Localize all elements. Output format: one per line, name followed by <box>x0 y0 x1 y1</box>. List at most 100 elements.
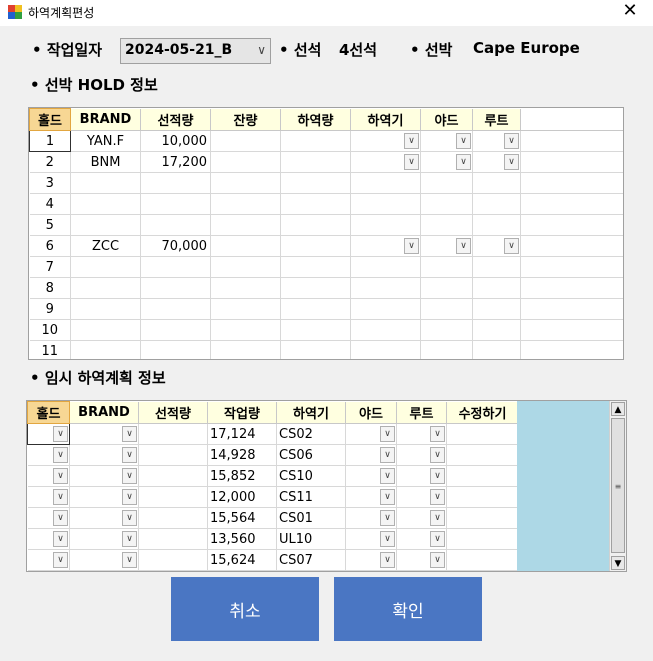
cell-hold[interactable]: 11 <box>29 340 71 359</box>
chevron-down-icon[interactable]: ∨ <box>122 489 137 505</box>
cell-route-select[interactable]: ∨ <box>396 465 447 487</box>
chevron-down-icon[interactable]: ∨ <box>380 489 395 505</box>
column-header-unloader[interactable]: 하역기 <box>276 401 346 424</box>
cell-edit[interactable] <box>446 528 519 550</box>
table-row[interactable]: ∨ ∨ 17,124 CS02 ∨ ∨ <box>27 423 519 445</box>
cell-edit[interactable] <box>446 465 519 487</box>
chevron-down-icon[interactable]: ∨ <box>430 531 445 547</box>
cell-unload-qty[interactable] <box>280 340 351 359</box>
cell-yard[interactable] <box>420 277 473 299</box>
cell-unloader[interactable]: CS10 <box>276 465 346 487</box>
cell-hold-select[interactable]: ∨ <box>27 528 70 550</box>
chevron-down-icon[interactable]: ∨ <box>404 238 419 254</box>
work-date-select[interactable]: 2024-05-21_B ∨ <box>120 38 271 64</box>
confirm-button[interactable]: 확인 <box>334 577 482 641</box>
cell-yard[interactable] <box>420 193 473 215</box>
cell-unloader[interactable] <box>350 298 421 320</box>
cell-yard[interactable] <box>420 214 473 236</box>
table-row[interactable]: 9 <box>29 298 623 320</box>
cell-hold[interactable]: 1 <box>29 130 71 152</box>
cell-loaded-qty[interactable] <box>138 528 208 550</box>
table-row[interactable]: 4 <box>29 193 623 215</box>
cell-remaining[interactable] <box>210 130 281 152</box>
chevron-down-icon[interactable]: ∨ <box>430 510 445 526</box>
cell-route[interactable]: ∨ <box>472 235 521 257</box>
cell-yard-select[interactable]: ∨ <box>345 549 397 571</box>
cell-edit[interactable] <box>446 507 519 529</box>
cell-remaining[interactable] <box>210 214 281 236</box>
chevron-down-icon[interactable]: ∨ <box>53 426 68 442</box>
chevron-down-icon[interactable]: ∨ <box>456 154 471 170</box>
cell-hold[interactable]: 7 <box>29 256 71 278</box>
chevron-down-icon[interactable]: ∨ <box>430 489 445 505</box>
cell-unloader[interactable] <box>350 172 421 194</box>
chevron-down-icon[interactable]: ∨ <box>404 154 419 170</box>
cell-unloader[interactable] <box>350 256 421 278</box>
cell-route[interactable]: ∨ <box>472 151 521 173</box>
cell-loaded-qty[interactable] <box>140 256 211 278</box>
cell-yard[interactable] <box>420 298 473 320</box>
table-row[interactable]: 3 <box>29 172 623 194</box>
chevron-down-icon[interactable]: ∨ <box>53 447 68 463</box>
cell-work-qty[interactable]: 13,560 <box>207 528 277 550</box>
cell-edit[interactable] <box>446 423 519 445</box>
chevron-down-icon[interactable]: ∨ <box>53 489 68 505</box>
cell-hold-select[interactable]: ∨ <box>27 486 70 508</box>
cell-loaded-qty[interactable] <box>138 423 208 445</box>
cell-yard-select[interactable]: ∨ <box>345 444 397 466</box>
column-header-unloader[interactable]: 하역기 <box>350 108 421 131</box>
cell-unloader[interactable]: CS02 <box>276 423 346 445</box>
cell-work-qty[interactable]: 14,928 <box>207 444 277 466</box>
column-header-work-qty[interactable]: 작업량 <box>207 401 277 424</box>
chevron-down-icon[interactable]: ∨ <box>122 552 137 568</box>
cell-unload-qty[interactable] <box>280 214 351 236</box>
chevron-down-icon[interactable]: ∨ <box>430 468 445 484</box>
table-row[interactable]: 7 <box>29 256 623 278</box>
table-row[interactable]: ∨ ∨ 12,000 CS11 ∨ ∨ <box>27 486 519 508</box>
table-row[interactable]: 10 <box>29 319 623 341</box>
table-row[interactable]: 5 <box>29 214 623 236</box>
column-header-route[interactable]: 루트 <box>472 108 521 131</box>
cell-unloader[interactable] <box>350 319 421 341</box>
chevron-down-icon[interactable]: ∨ <box>122 447 137 463</box>
cell-unload-qty[interactable] <box>280 151 351 173</box>
cell-edit[interactable] <box>446 486 519 508</box>
chevron-down-icon[interactable]: ∨ <box>122 510 137 526</box>
cell-work-qty[interactable]: 12,000 <box>207 486 277 508</box>
cell-loaded-qty[interactable] <box>138 507 208 529</box>
cell-hold[interactable]: 10 <box>29 319 71 341</box>
chevron-down-icon[interactable]: ∨ <box>53 531 68 547</box>
cell-route[interactable] <box>472 256 521 278</box>
cell-unloader[interactable] <box>350 193 421 215</box>
cell-yard[interactable] <box>420 172 473 194</box>
column-header-brand[interactable]: BRAND <box>69 401 139 424</box>
cell-brand[interactable] <box>70 277 141 299</box>
cell-yard[interactable] <box>420 256 473 278</box>
cell-loaded-qty[interactable]: 17,200 <box>140 151 211 173</box>
cell-route-select[interactable]: ∨ <box>396 507 447 529</box>
cancel-button[interactable]: 취소 <box>171 577 319 641</box>
cell-remaining[interactable] <box>210 319 281 341</box>
cell-brand[interactable] <box>70 193 141 215</box>
cell-edit[interactable] <box>446 444 519 466</box>
scroll-thumb[interactable]: ≡ <box>611 418 625 553</box>
cell-yard-select[interactable]: ∨ <box>345 465 397 487</box>
chevron-down-icon[interactable]: ∨ <box>122 531 137 547</box>
chevron-down-icon[interactable]: ∨ <box>380 468 395 484</box>
column-header-yard[interactable]: 야드 <box>345 401 397 424</box>
cell-loaded-qty[interactable] <box>140 319 211 341</box>
cell-remaining[interactable] <box>210 340 281 359</box>
chevron-down-icon[interactable]: ∨ <box>380 552 395 568</box>
chevron-down-icon[interactable]: ∨ <box>456 133 471 149</box>
cell-loaded-qty[interactable] <box>140 298 211 320</box>
cell-brand-select[interactable]: ∨ <box>69 423 139 445</box>
cell-brand-select[interactable]: ∨ <box>69 486 139 508</box>
cell-remaining[interactable] <box>210 235 281 257</box>
cell-brand-select[interactable]: ∨ <box>69 528 139 550</box>
cell-route[interactable] <box>472 172 521 194</box>
chevron-down-icon[interactable]: ∨ <box>53 552 68 568</box>
cell-loaded-qty[interactable]: 10,000 <box>140 130 211 152</box>
cell-yard-select[interactable]: ∨ <box>345 486 397 508</box>
cell-unloader[interactable] <box>350 214 421 236</box>
chevron-down-icon[interactable]: ∨ <box>504 133 519 149</box>
